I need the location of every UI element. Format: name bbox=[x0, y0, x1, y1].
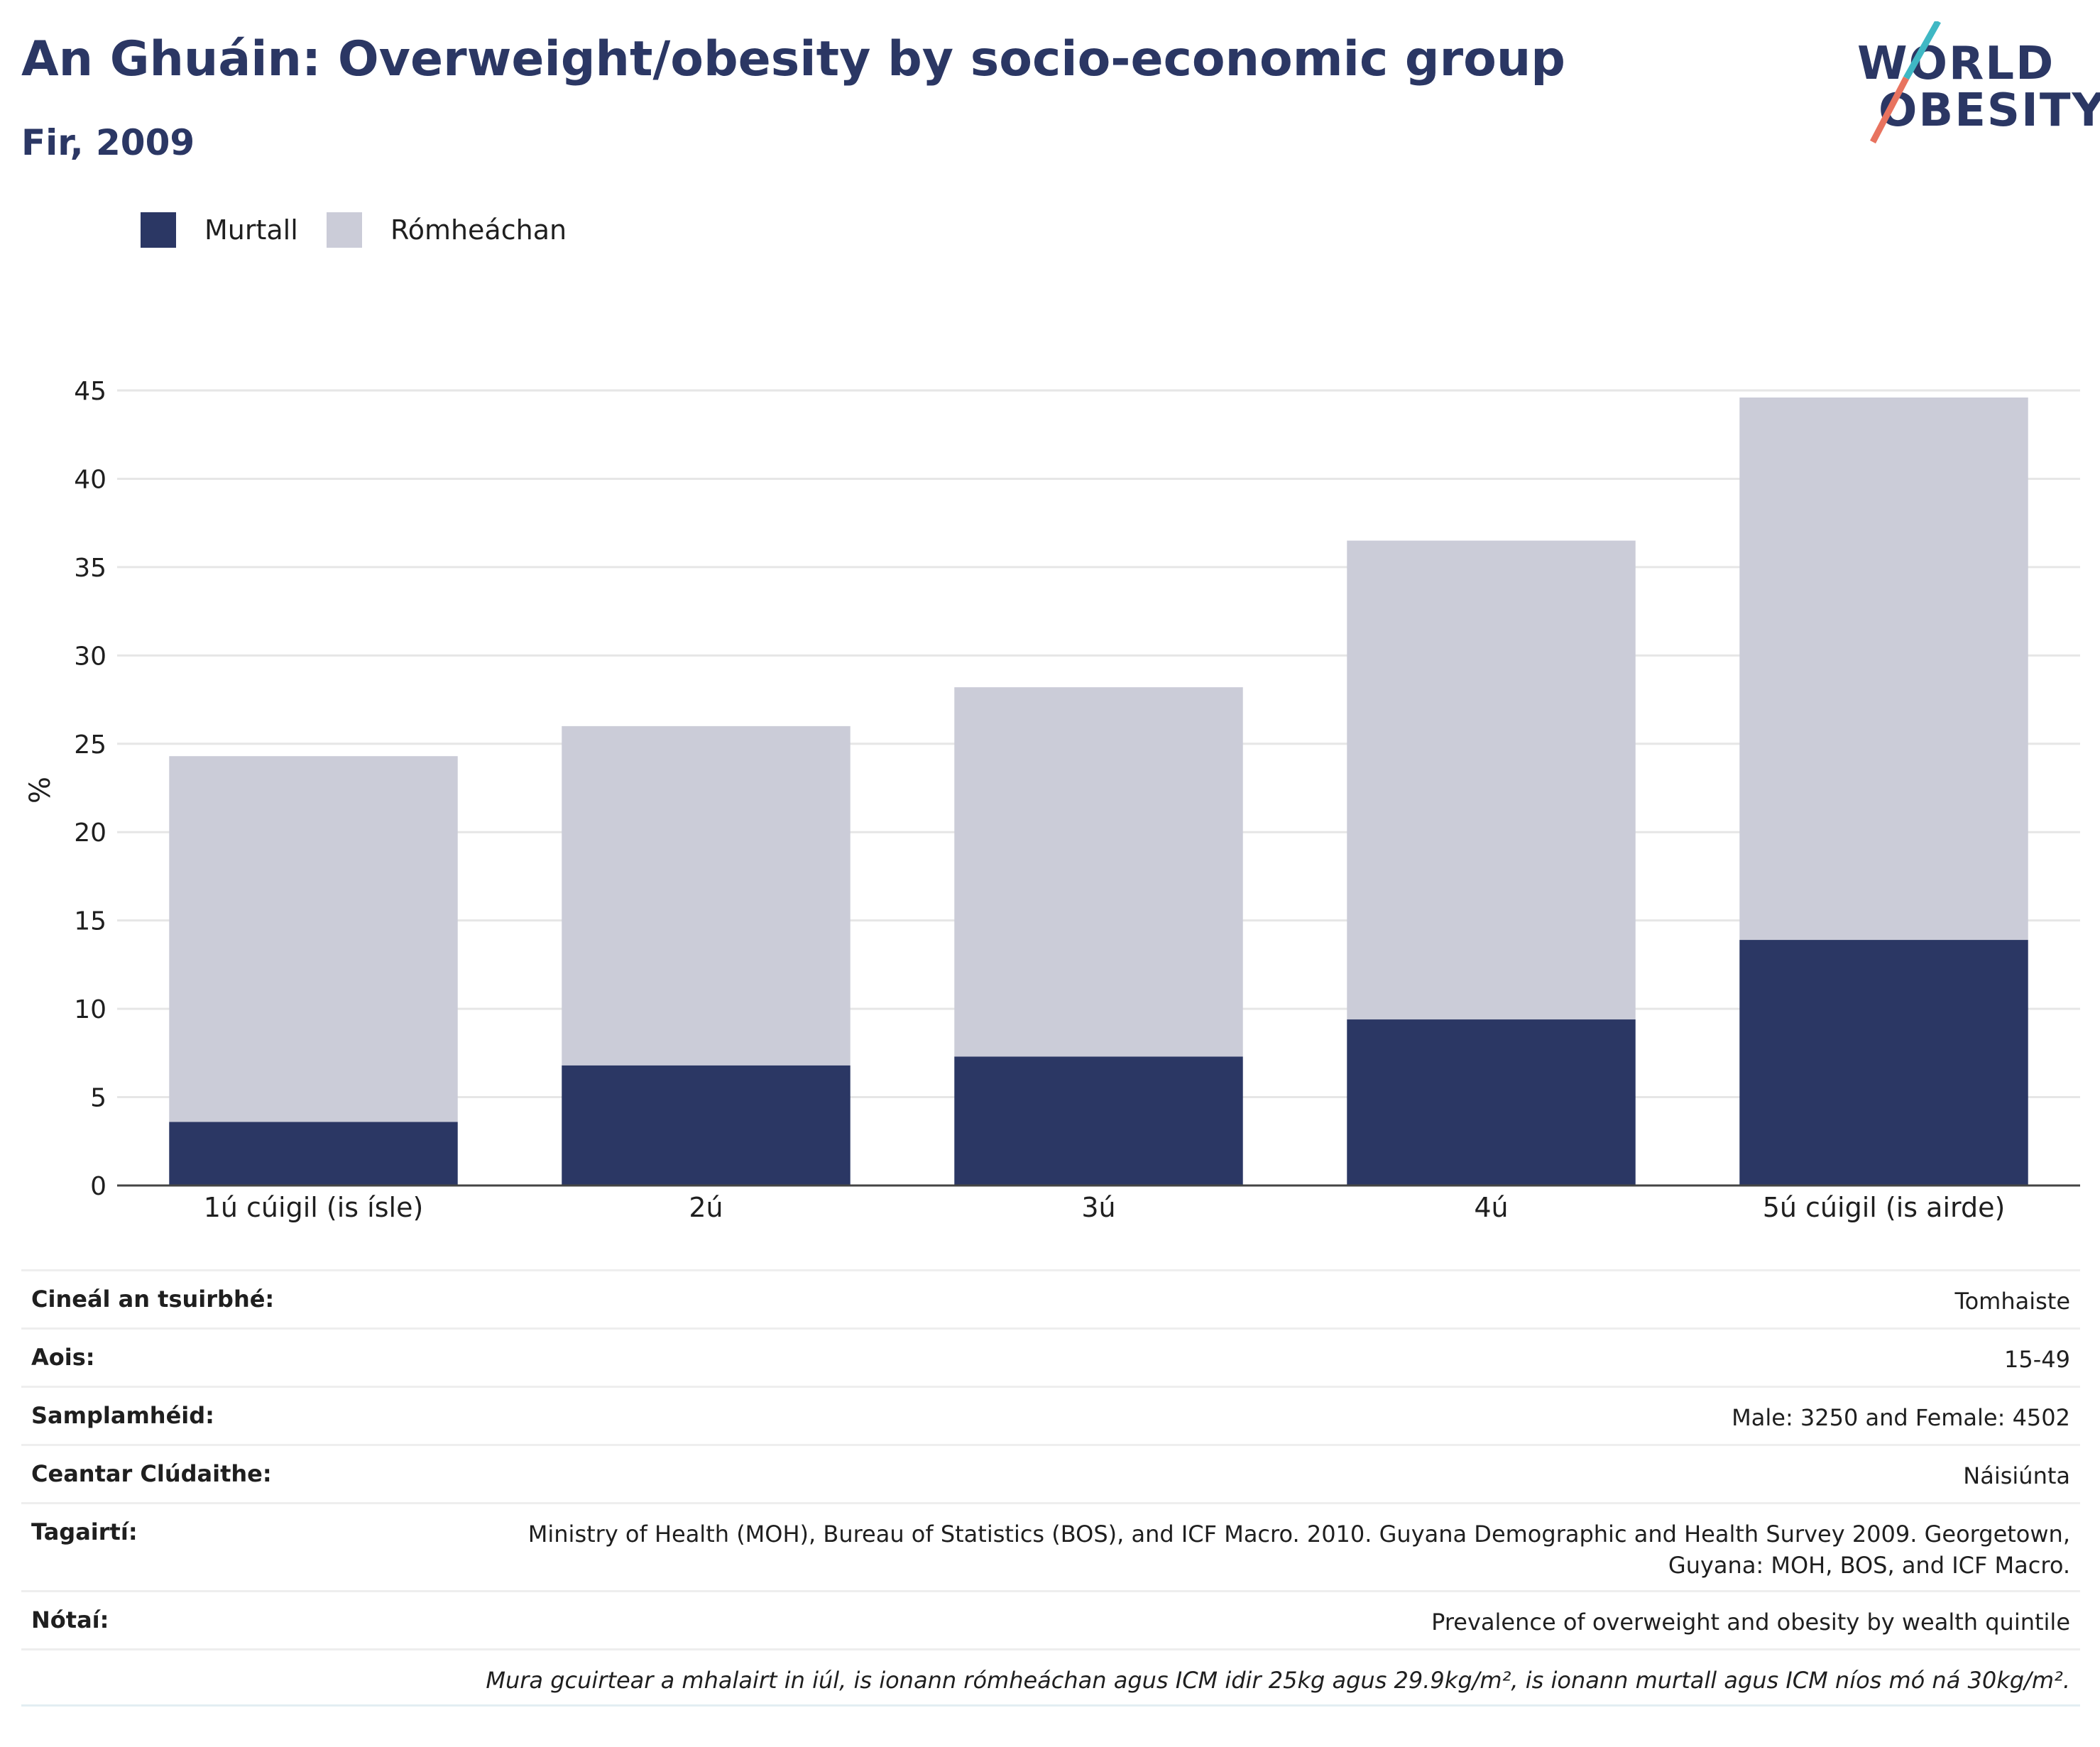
y-tick-label: 20 bbox=[74, 818, 106, 848]
info-key: Cineál an tsuirbhé: bbox=[31, 1286, 275, 1313]
info-row: Cineál an tsuirbhé: Tomhaiste bbox=[21, 1269, 2080, 1327]
legend-label-overweight: Rómheáchan bbox=[390, 214, 567, 246]
bar-obese bbox=[169, 1122, 458, 1185]
bar-obese bbox=[954, 1056, 1243, 1185]
info-value: Male: 3250 and Female: 4502 bbox=[1732, 1404, 2070, 1431]
x-tick-label: 4ú bbox=[1474, 1192, 1508, 1223]
info-key: Nótaí: bbox=[31, 1606, 109, 1633]
info-value: Mura gcuirtear a mhalairt in iúl, is ion… bbox=[486, 1667, 2070, 1694]
bar-overweight bbox=[169, 756, 458, 1122]
info-row: Nótaí: Prevalence of overweight and obesi… bbox=[21, 1590, 2080, 1648]
x-tick-label: 5ú cúigil (is airde) bbox=[1763, 1192, 2006, 1223]
logo-slash-icon bbox=[1870, 21, 1941, 144]
info-key: Tagairtí: bbox=[31, 1518, 138, 1545]
legend-label-obese: Murtall bbox=[204, 214, 298, 246]
y-tick-label: 30 bbox=[74, 642, 106, 671]
world-obesity-logo: WORLD OBESITY bbox=[1846, 21, 2100, 149]
legend-swatch-overweight bbox=[327, 212, 362, 248]
info-key: Samplamhéid: bbox=[31, 1402, 214, 1429]
y-tick-label: 40 bbox=[74, 465, 106, 494]
survey-info-table: Cineál an tsuirbhé: Tomhaiste Aois: 15-49 Sa… bbox=[21, 1269, 2080, 1707]
chart-title: An Ghuáin: Overweight/obesity by socio-e… bbox=[21, 31, 1565, 87]
info-value: 15-49 bbox=[2004, 1346, 2070, 1373]
chart-subtitle: Fir, 2009 bbox=[21, 122, 195, 163]
info-value: Náisiúnta bbox=[1963, 1462, 2070, 1489]
legend-item-obese[interactable]: Murtall bbox=[141, 210, 298, 250]
y-tick-label: 25 bbox=[74, 730, 106, 760]
x-tick-label: 1ú cúigil (is ísle) bbox=[204, 1192, 424, 1223]
y-tick-label: 0 bbox=[90, 1172, 106, 1201]
legend-swatch-obese bbox=[141, 212, 176, 248]
info-key: Aois: bbox=[31, 1344, 95, 1371]
logo-line2: OBESITY bbox=[1878, 84, 2100, 137]
info-row: Mura gcuirtear a mhalairt in iúl, is ion… bbox=[21, 1648, 2080, 1707]
legend-item-overweight[interactable]: Rómheáchan bbox=[327, 210, 567, 250]
bar-overweight bbox=[1739, 397, 2028, 941]
x-tick-label: 2ú bbox=[689, 1192, 723, 1223]
bar-overweight bbox=[1347, 540, 1636, 1020]
bar-overweight bbox=[954, 687, 1243, 1057]
y-tick-label: 10 bbox=[74, 995, 106, 1024]
info-value: Tomhaiste bbox=[1954, 1288, 2070, 1315]
y-axis-label: % bbox=[24, 777, 57, 804]
info-key: Ceantar Clúdaithe: bbox=[31, 1460, 272, 1487]
x-tick-label: 3ú bbox=[1081, 1192, 1115, 1223]
info-row: Samplamhéid: Male: 3250 and Female: 4502 bbox=[21, 1386, 2080, 1444]
info-value: Ministry of Health (MOH), Bureau of Stat… bbox=[527, 1521, 2070, 1579]
y-tick-label: 45 bbox=[74, 377, 106, 406]
y-tick-label: 15 bbox=[74, 907, 106, 936]
info-value: Prevalence of overweight and obesity by … bbox=[1431, 1609, 2070, 1636]
info-row: Aois: 15-49 bbox=[21, 1327, 2080, 1386]
bar-obese bbox=[562, 1065, 851, 1185]
bar-obese bbox=[1739, 940, 2028, 1185]
info-row: Tagairtí: Ministry of Health (MOH), Burea… bbox=[21, 1502, 2080, 1590]
logo-line1: WORLD bbox=[1857, 38, 2055, 90]
bar-chart: 0 5 10 15 20 25 30 35 40 45% 1ú cúigil (is ísle) 2ú… bbox=[24, 377, 2080, 1223]
info-row: Ceantar Clúdaithe: Náisiúnta bbox=[21, 1444, 2080, 1502]
y-tick-label: 35 bbox=[74, 554, 106, 583]
y-tick-label: 5 bbox=[90, 1084, 106, 1113]
bar-overweight bbox=[562, 725, 851, 1066]
bar-obese bbox=[1347, 1019, 1636, 1185]
